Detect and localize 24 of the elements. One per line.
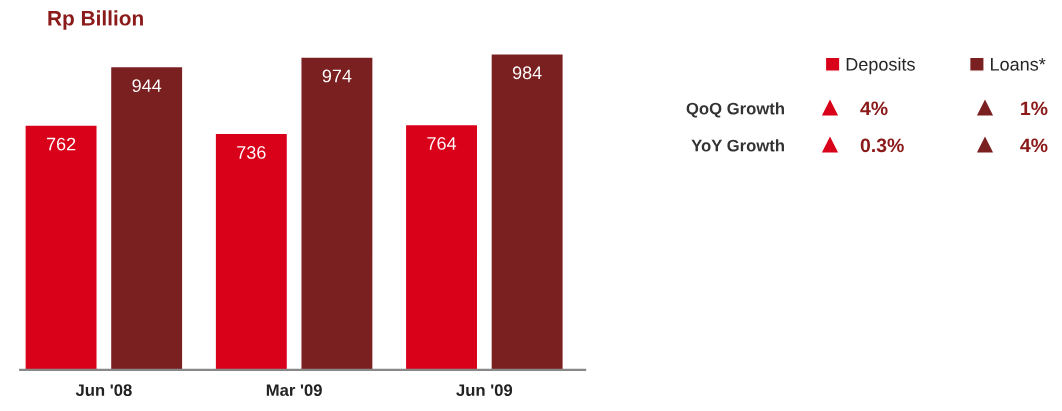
bar [214,132,289,370]
data-label: 764 [427,137,457,150]
bar [300,56,374,370]
x-tick-label: Jun '09 [456,384,513,397]
data-label: 944 [132,79,162,92]
x-tick-label: Mar '09 [266,384,322,397]
data-label: 736 [237,146,266,159]
bar [24,124,98,370]
text: 1% [1021,101,1048,116]
text: YoY Growth [691,139,784,152]
text: 4% [860,101,888,116]
bar [404,123,479,370]
bar [490,53,564,370]
data-label: 762 [46,137,76,151]
x-tick-label: Jun '08 [75,384,132,397]
legend-label: Loans* [991,58,1046,71]
data-label: 974 [322,69,352,83]
bar [109,65,184,370]
legend-label: Deposits [846,57,915,75]
text: 4% [1020,138,1048,153]
text: 0.3% [860,138,904,153]
chart-title: Rp Billion [48,10,143,30]
text: QoQ Growth [686,102,784,118]
data-label: 984 [512,66,542,80]
